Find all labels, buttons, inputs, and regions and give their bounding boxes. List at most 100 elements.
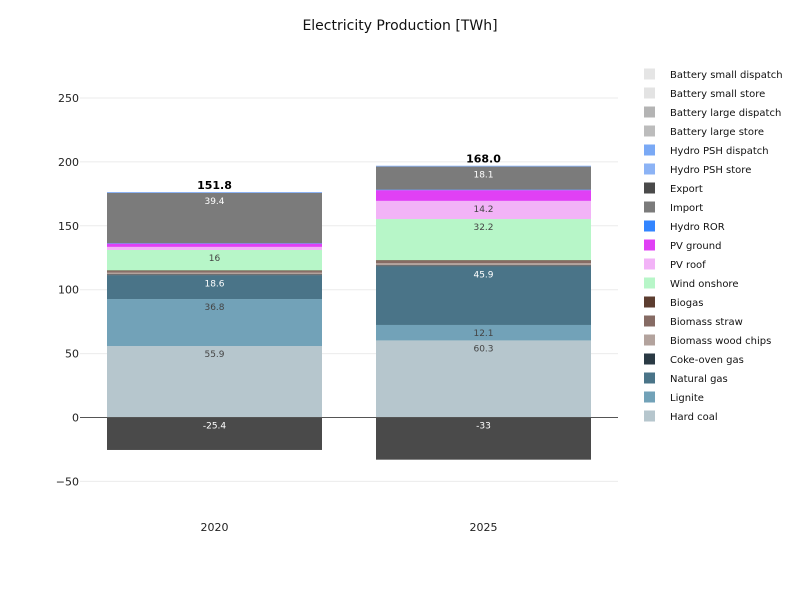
- bar-segment[interactable]: [376, 260, 591, 264]
- legend-swatch: [644, 144, 655, 156]
- legend-label: Lignite: [670, 393, 704, 404]
- bar-segment[interactable]: [107, 192, 322, 193]
- legend-item[interactable]: Biomass straw: [644, 315, 743, 329]
- x-tick-label: 2020: [201, 521, 229, 534]
- legend-item[interactable]: Natural gas: [644, 372, 728, 386]
- bar-segment[interactable]: [107, 246, 322, 250]
- legend-swatch: [644, 182, 655, 194]
- legend-label: Hydro PSH dispatch: [670, 146, 769, 157]
- data-label: 55.9: [204, 350, 224, 360]
- legend-item[interactable]: Battery large store: [644, 125, 764, 139]
- bar-segment[interactable]: [107, 243, 322, 247]
- bar-segment[interactable]: [376, 324, 591, 341]
- bar-segment[interactable]: [107, 299, 322, 347]
- legend-label: Hard coal: [670, 412, 718, 423]
- bar-segment[interactable]: [107, 270, 322, 272]
- legend-swatch: [644, 391, 655, 403]
- data-label: 32.2: [473, 223, 493, 233]
- legend-label: Import: [670, 203, 703, 214]
- total-label: 151.8: [197, 179, 232, 192]
- legend-label: PV roof: [670, 260, 706, 271]
- bar-segment[interactable]: [107, 274, 322, 276]
- data-label: 36.8: [204, 303, 224, 313]
- y-tick-label: 50: [65, 348, 79, 361]
- legend-item[interactable]: Battery small dispatch: [644, 68, 783, 82]
- legend-swatch: [644, 87, 655, 99]
- legend-label: Biomass straw: [670, 317, 743, 328]
- bar-segment[interactable]: [376, 260, 591, 261]
- legend-item[interactable]: PV ground: [644, 239, 721, 253]
- bar-segment[interactable]: [107, 271, 322, 273]
- data-label: 45.9: [473, 270, 493, 280]
- legend-swatch: [644, 258, 655, 270]
- bar-segment[interactable]: [376, 340, 591, 418]
- bar-segment[interactable]: [107, 275, 322, 300]
- legend-label: PV ground: [670, 241, 721, 252]
- bar-segment[interactable]: [376, 417, 591, 460]
- bar-segment[interactable]: [376, 200, 591, 220]
- legend-item[interactable]: Export: [644, 182, 703, 196]
- legend-label: Wind onshore: [670, 279, 738, 290]
- data-label: 14.2: [473, 205, 493, 215]
- legend-swatch: [644, 68, 655, 80]
- bar-segment[interactable]: [107, 192, 322, 244]
- legend-item[interactable]: Import: [644, 201, 703, 215]
- data-label: 18.6: [204, 279, 224, 289]
- bar-segment[interactable]: [376, 166, 591, 167]
- bar-segment[interactable]: [376, 265, 591, 267]
- legend-label: Battery large store: [670, 127, 764, 138]
- legend-label: Biogas: [670, 298, 703, 309]
- legend-item[interactable]: Hydro ROR: [644, 220, 725, 234]
- legend-item[interactable]: Hard coal: [644, 410, 718, 424]
- legend-item[interactable]: PV roof: [644, 258, 706, 272]
- y-tick-label: 200: [58, 156, 79, 169]
- data-label: 18.1: [473, 171, 493, 181]
- bar-segment[interactable]: [376, 266, 591, 325]
- legend-swatch: [644, 106, 655, 118]
- legend-label: Coke-oven gas: [670, 355, 744, 366]
- x-tick-label: 2025: [470, 521, 498, 534]
- bar-segment[interactable]: [376, 190, 591, 201]
- bar-segment[interactable]: [107, 249, 322, 271]
- legend-item[interactable]: Hydro PSH dispatch: [644, 144, 769, 158]
- bar-segment[interactable]: [107, 417, 322, 450]
- legend-swatch: [644, 296, 655, 308]
- bar-segment[interactable]: [376, 166, 591, 190]
- bar-segment[interactable]: [376, 189, 591, 191]
- data-label: -25.4: [203, 422, 227, 432]
- legend-label: Export: [670, 184, 703, 195]
- legend-item[interactable]: Battery small store: [644, 87, 765, 101]
- legend-label: Hydro ROR: [670, 222, 725, 233]
- bar-segment[interactable]: [376, 219, 591, 261]
- legend-swatch: [644, 163, 655, 175]
- legend-swatch: [644, 201, 655, 213]
- legend-swatch: [644, 220, 655, 232]
- y-tick-label: 0: [72, 412, 79, 425]
- bar-segment[interactable]: [107, 272, 322, 275]
- legend[interactable]: Battery small dispatch Battery small stor…: [644, 68, 783, 424]
- data-label: 39.4: [204, 197, 224, 207]
- bar-segment[interactable]: [107, 346, 322, 418]
- legend-item[interactable]: Coke-oven gas: [644, 353, 744, 367]
- legend-swatch: [644, 125, 655, 137]
- y-tick-label: 150: [58, 220, 79, 233]
- legend-item[interactable]: Lignite: [644, 391, 704, 405]
- y-tick-label: −50: [56, 475, 79, 488]
- data-label: 60.3: [473, 344, 493, 354]
- legend-item[interactable]: Battery large dispatch: [644, 106, 781, 120]
- legend-item[interactable]: Biomass wood chips: [644, 334, 771, 348]
- legend-item[interactable]: Hydro PSH store: [644, 163, 751, 177]
- bar-segment[interactable]: [107, 192, 322, 193]
- legend-item[interactable]: Wind onshore: [644, 277, 738, 291]
- legend-item[interactable]: Biogas: [644, 296, 703, 310]
- bar-segment[interactable]: [107, 243, 322, 244]
- legend-label: Battery small dispatch: [670, 70, 783, 81]
- bar-segment[interactable]: [376, 263, 591, 266]
- bar-labels: 55.9 36.8 18.6 16 39.4 -25.4 151.8 60.3 12.1 45.9…: [197, 153, 501, 432]
- legend-label: Battery large dispatch: [670, 108, 781, 119]
- data-label: -33: [476, 422, 491, 432]
- legend-swatch: [644, 334, 655, 346]
- bar-segment[interactable]: [376, 165, 591, 167]
- data-label: 12.1: [473, 329, 493, 339]
